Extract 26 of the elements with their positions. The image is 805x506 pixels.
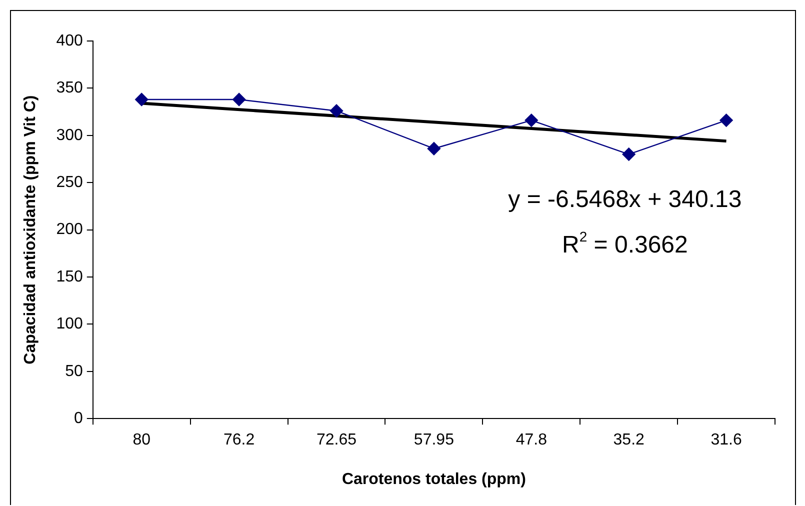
y-tick-label: 150 [56,268,83,286]
point [330,104,344,118]
point [427,142,441,156]
point [232,92,246,106]
x-tick-label: 57.95 [414,432,454,449]
x-tick-label: 47.8 [516,432,548,449]
annotation: y = -6.5468x + 340.13 [508,186,742,214]
y-tick-label: 0 [74,410,83,428]
x-tick-label: 31.6 [710,432,742,449]
point [135,92,148,106]
y-axis-title: Capacidad antioxidante (ppm Vit C) [22,95,40,364]
point [720,114,733,127]
x-tick-label: 35.2 [613,432,645,449]
y-tick-label: 300 [56,126,83,144]
y-tick-label: 400 [56,32,83,50]
point [622,148,636,161]
x-axis-title: Carotenos totales (ppm) [342,470,526,488]
x-tick-label: 76.2 [223,432,255,449]
point [524,114,538,127]
x-tick-label: 72.65 [316,432,357,449]
y-tick-label: 50 [65,362,83,380]
y-tick-label: 100 [56,316,83,333]
x-tick-label: 80 [132,432,151,449]
y-tick-label: 200 [56,221,83,238]
y-tick-label: 250 [56,174,83,192]
y-tick-label: 350 [56,80,83,97]
